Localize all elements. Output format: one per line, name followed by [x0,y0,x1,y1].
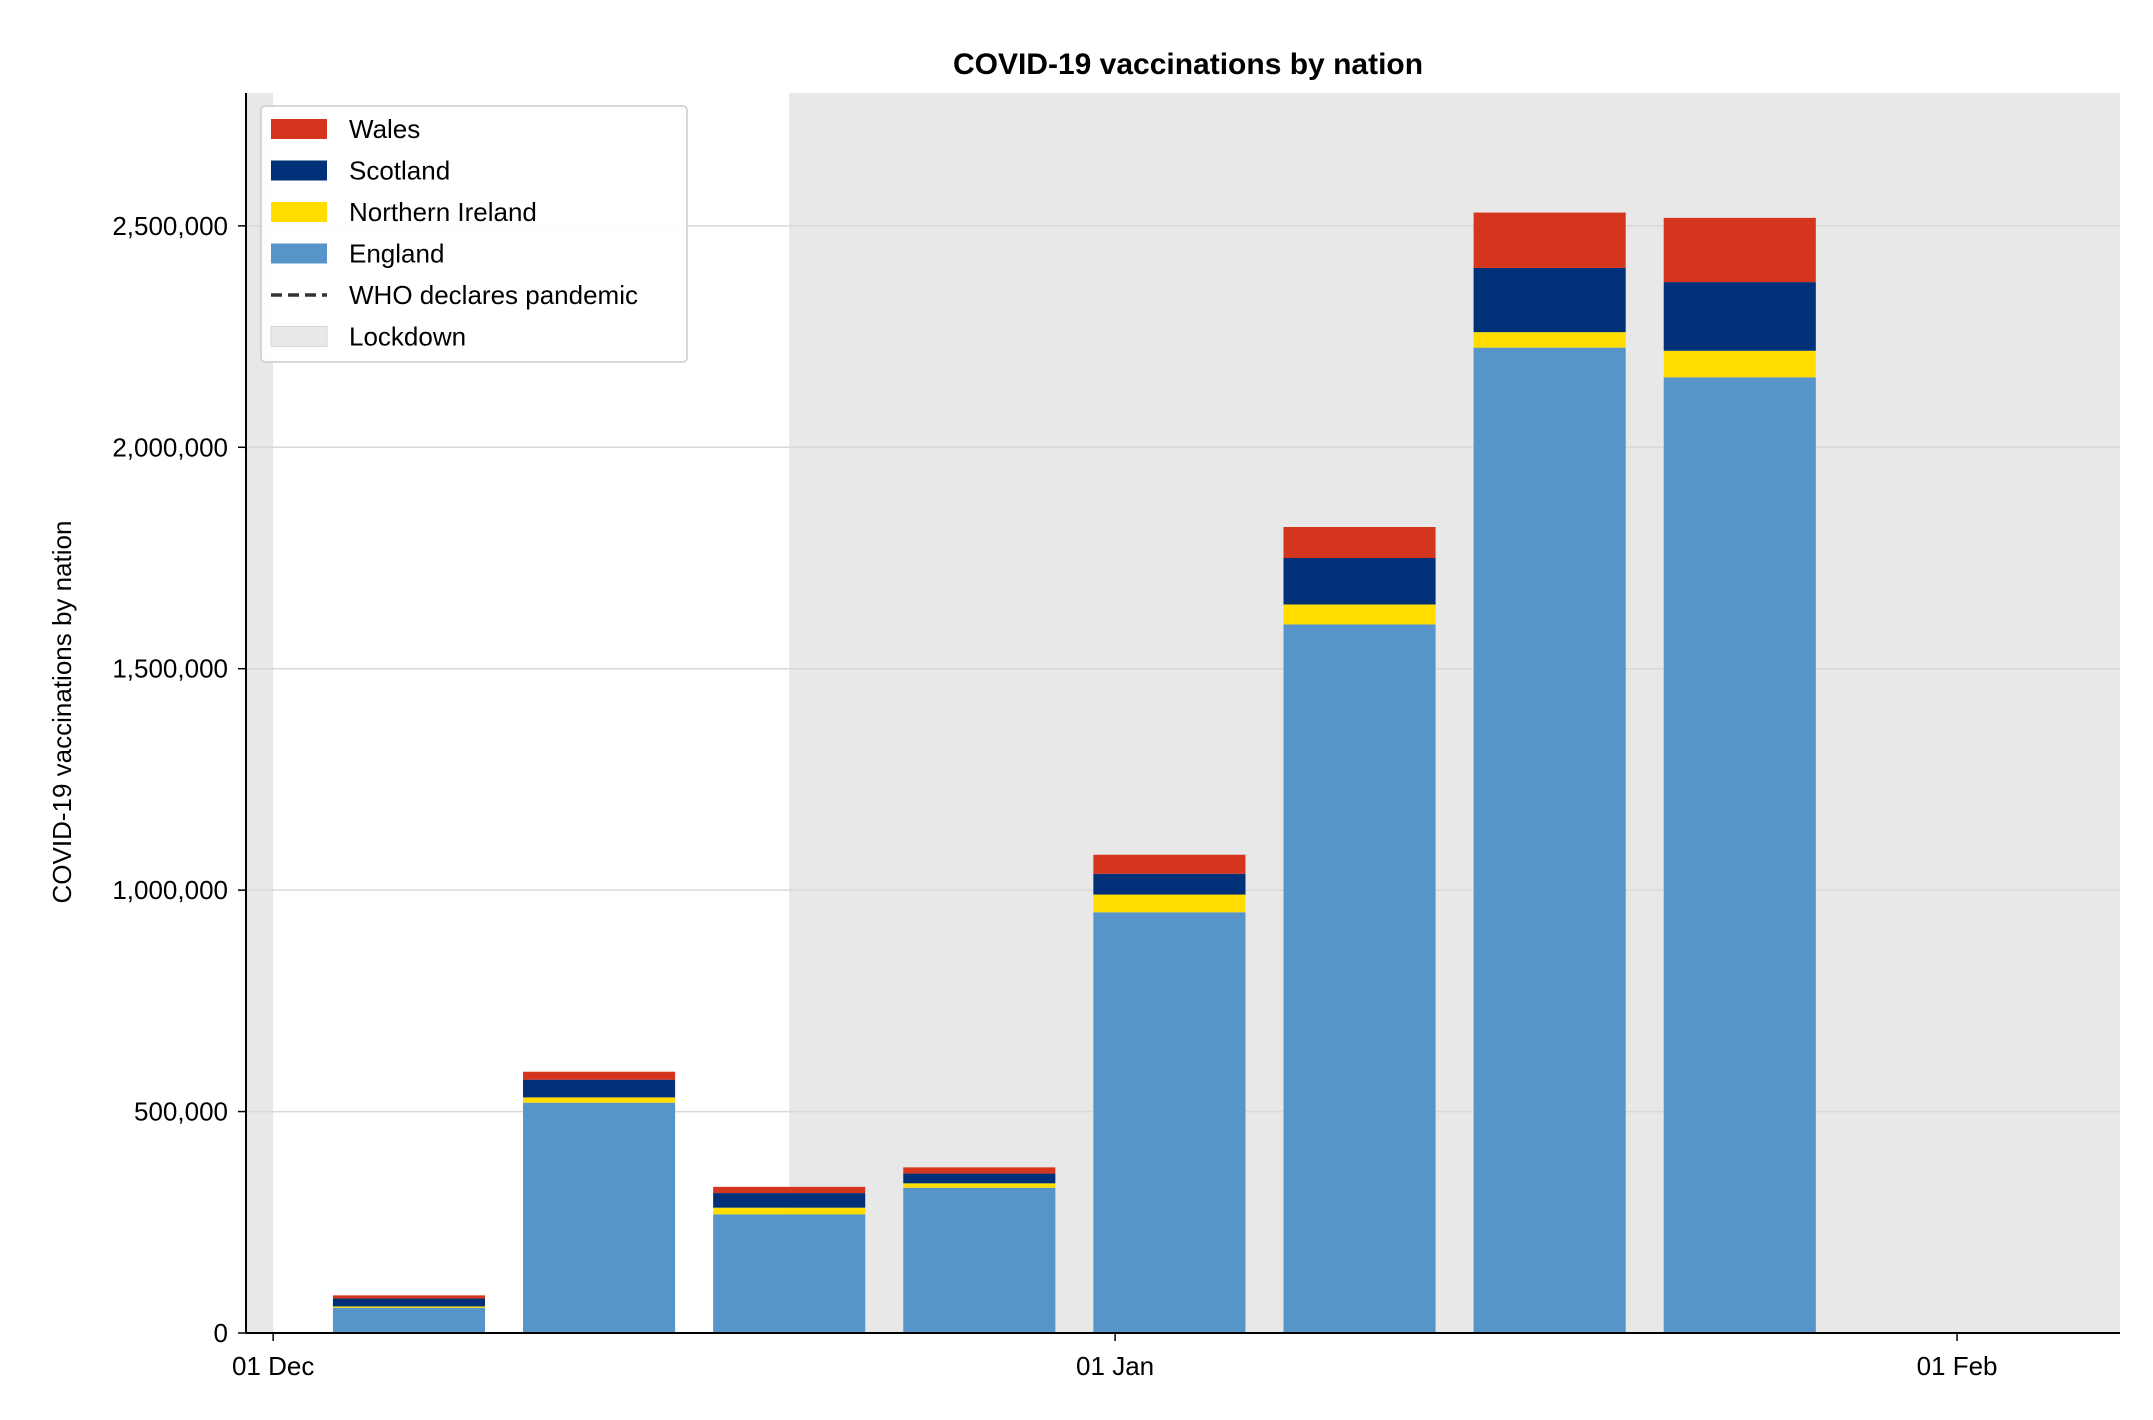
bar-northern-ireland-6 [1473,332,1626,348]
bar-england-0 [332,1307,486,1333]
x-tick-label-0: 01 Dec [232,1351,314,1381]
legend-label-england: England [349,239,444,269]
bar-scotland-3 [903,1173,1056,1184]
bar-northern-ireland-3 [903,1183,1056,1188]
bar-wales-1 [523,1071,676,1080]
bar-wales-6 [1473,212,1626,268]
bar-wales-0 [332,1295,486,1299]
bar-england-4 [1093,912,1246,1333]
bar-northern-ireland-5 [1283,604,1436,625]
axes [245,93,2120,1334]
y-tick-label-2: 1,000,000 [112,875,228,905]
bar-scotland-5 [1283,558,1436,605]
bar-england-5 [1283,624,1436,1333]
legend-label-who-declares-pandemic: WHO declares pandemic [349,280,638,310]
bar-northern-ireland-4 [1093,894,1246,913]
bar-wales-5 [1283,527,1436,558]
legend: Wales Scotland Northern Ireland England WHO … [260,105,688,363]
legend-swatch-lockdown [270,326,328,347]
bar-england-3 [903,1187,1056,1333]
bar-scotland-0 [332,1298,486,1307]
y-tick-label-3: 1,500,000 [112,654,228,684]
bar-england-7 [1663,377,1816,1333]
bar-scotland-7 [1663,282,1816,351]
y-tick-label-4: 2,000,000 [112,432,228,462]
lockdown-spans [246,93,2120,1333]
legend-label-scotland: Scotland [349,156,450,186]
legend-swatch-northern-ireland [271,202,327,222]
bar-northern-ireland-1 [523,1097,676,1103]
y-axis-title: COVID-19 vaccinations by nation [47,521,77,904]
bar-wales-2 [713,1186,866,1194]
bar-england-6 [1473,347,1626,1334]
lockdown-span-1 [789,93,2120,1333]
bar-wales-7 [1663,217,1816,283]
bar-scotland-4 [1093,873,1246,895]
y-tick-label-0: 0 [214,1318,228,1348]
legend-label-northern-ireland: Northern Ireland [349,197,537,227]
legend-swatch-wales [271,119,327,139]
legend-box [260,105,688,363]
chart-title: COVID-19 vaccinations by nation [953,48,1423,81]
legend-label-wales: Wales [349,114,420,144]
bar-northern-ireland-7 [1663,350,1816,378]
x-tick-label-2: 01 Feb [1917,1351,1998,1381]
x-tick-label-1: 01 Jan [1076,1351,1154,1381]
bar-northern-ireland-0 [332,1306,486,1308]
bar-england-2 [713,1214,866,1333]
y-tick-label-5: 2,500,000 [112,211,228,241]
legend-swatch-england [271,243,327,264]
bars [332,212,1816,1334]
bar-scotland-6 [1473,267,1626,333]
bar-wales-4 [1093,854,1246,874]
y-tick-label-1: 500,000 [134,1097,228,1127]
bar-england-1 [523,1102,676,1333]
bar-northern-ireland-2 [713,1207,866,1215]
tick-labels: 0 500,000 1,000,000 1,500,000 2,000,000 2,500… [112,211,1997,1381]
legend-swatch-scotland [271,160,327,181]
bar-scotland-1 [523,1079,676,1098]
bar-scotland-2 [713,1193,866,1208]
bar-wales-3 [903,1167,1056,1174]
legend-label-lockdown: Lockdown [349,322,466,352]
